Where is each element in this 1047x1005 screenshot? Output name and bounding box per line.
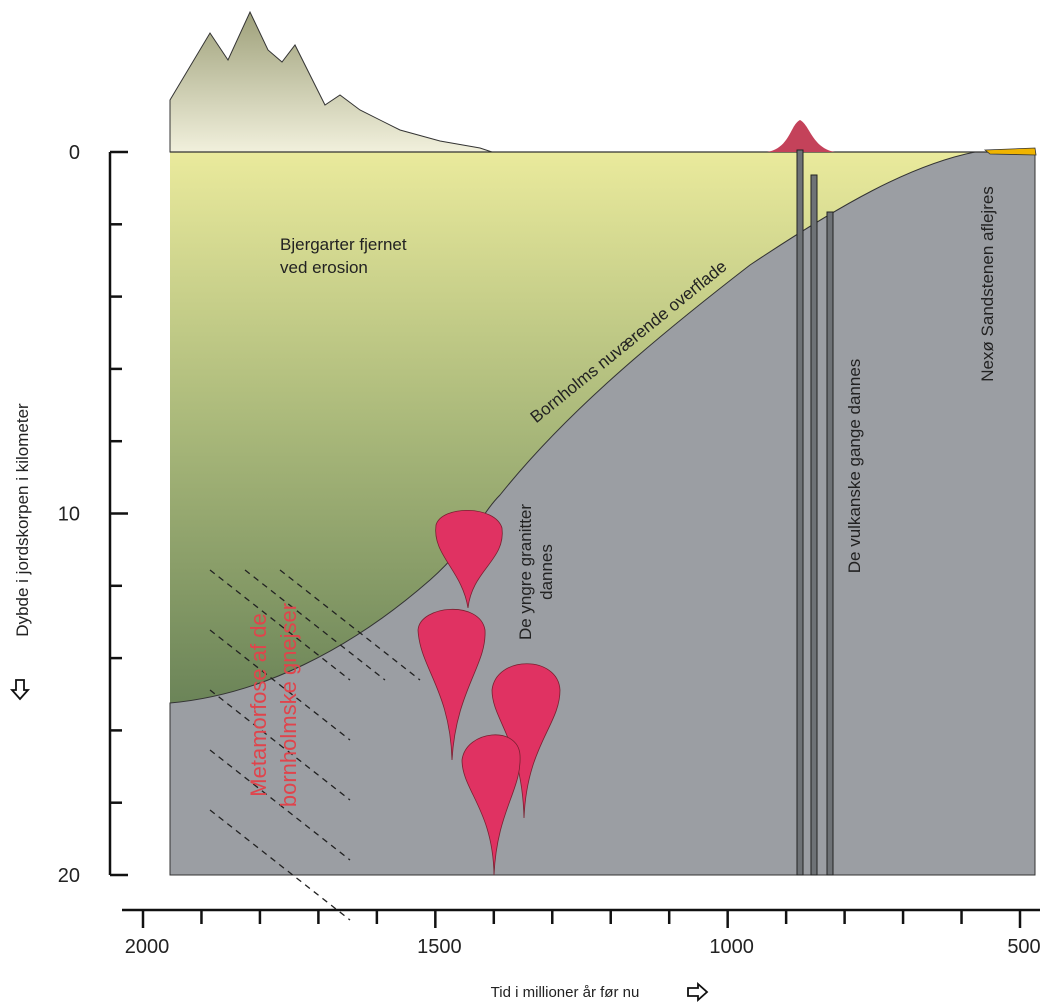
annotation: De vulkanske gange dannes	[845, 359, 864, 574]
y-tick-label: 20	[58, 865, 80, 887]
mountains	[169, 10, 493, 153]
granite	[461, 734, 521, 876]
illustration	[169, 10, 1037, 921]
sandstone	[983, 147, 1037, 156]
volcano	[767, 120, 835, 152]
annotation: bornholmske gnejser	[276, 603, 301, 807]
x-tick-label: 2000	[125, 936, 170, 958]
granite	[417, 608, 486, 761]
y-tick-label: 0	[69, 142, 80, 164]
annotation: ved erosion	[280, 258, 368, 277]
hatch-line	[209, 749, 351, 861]
y-axis-title: Dybde i jordskorpen i kilometer	[13, 403, 32, 637]
dike	[796, 149, 804, 876]
annotation: Bjergarter fjernet	[280, 235, 407, 254]
arrow-icon	[9, 679, 31, 701]
hatch-line	[209, 629, 351, 741]
x-axis-title: Tid i millioner år før nu	[491, 984, 640, 1001]
hatch-line	[209, 569, 351, 681]
granite	[435, 509, 503, 609]
hatch-line	[209, 689, 351, 801]
dike	[826, 211, 834, 876]
y-tick-label: 10	[58, 504, 80, 526]
hatch-line	[279, 569, 421, 681]
annotation: Metamorfose af de	[246, 613, 271, 796]
hatch-line	[244, 569, 386, 681]
annotation: Nexø Sandstenen aflejres	[978, 186, 997, 382]
bedrock	[169, 151, 1036, 876]
arrow-icon	[687, 981, 709, 1003]
x-tick-label: 1500	[417, 936, 462, 958]
dike	[810, 174, 818, 876]
hatching	[209, 569, 421, 921]
x-tick-label: 1000	[709, 936, 754, 958]
annotation: dannes	[537, 544, 556, 600]
hatch-line	[209, 809, 351, 921]
x-tick-label: 500	[1007, 936, 1040, 958]
annotation: De yngre granitter	[516, 504, 535, 640]
